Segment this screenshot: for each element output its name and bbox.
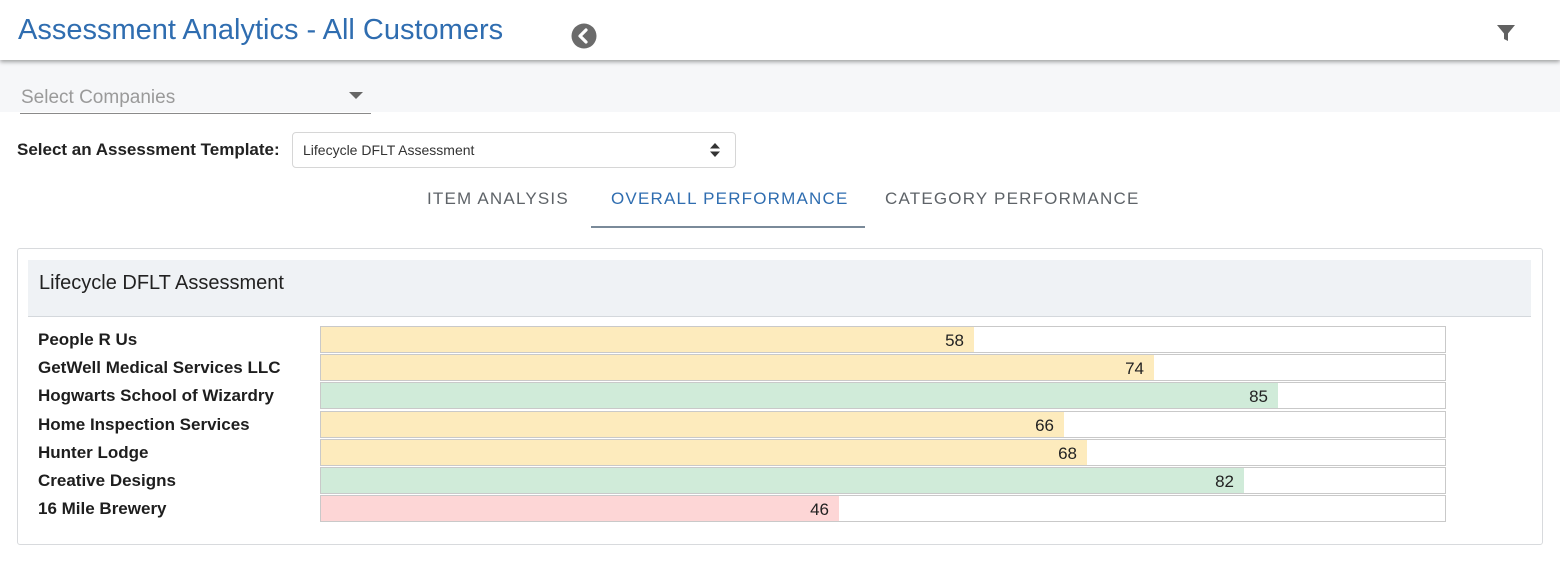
tab-category-performance[interactable]: CATEGORY PERFORMANCE bbox=[885, 189, 1140, 208]
bar bbox=[321, 383, 1278, 408]
bar-label: People R Us bbox=[38, 330, 138, 349]
bar-track: 85 bbox=[320, 382, 1446, 409]
bar bbox=[321, 327, 974, 352]
active-tab-indicator bbox=[591, 226, 865, 228]
filter-icon[interactable] bbox=[1496, 23, 1516, 43]
bar bbox=[321, 496, 839, 521]
bar-label: Hogwarts School of Wizardry bbox=[38, 386, 274, 405]
template-select-label: Select an Assessment Template: bbox=[17, 140, 280, 159]
bar-label: Home Inspection Services bbox=[38, 415, 250, 434]
bar-value-label: 68 bbox=[1058, 444, 1077, 463]
card-header: Lifecycle DFLT Assessment bbox=[28, 260, 1531, 317]
bar-label: Creative Designs bbox=[38, 471, 176, 490]
bar-track: 74 bbox=[320, 354, 1446, 381]
bar-label: Hunter Lodge bbox=[38, 443, 149, 462]
page-title: Assessment Analytics - All Customers bbox=[18, 14, 504, 46]
bar bbox=[321, 412, 1064, 437]
caret-down-icon bbox=[349, 92, 363, 99]
bar-track: 66 bbox=[320, 411, 1446, 438]
bar-value-label: 66 bbox=[1035, 416, 1054, 435]
bar bbox=[321, 468, 1244, 493]
bar-track: 46 bbox=[320, 495, 1446, 522]
bar-track: 58 bbox=[320, 326, 1446, 353]
bar-value-label: 46 bbox=[810, 500, 829, 519]
app-header: Assessment Analytics - All Customers bbox=[0, 0, 1560, 60]
bar-label: 16 Mile Brewery bbox=[38, 499, 167, 518]
card-title: Lifecycle DFLT Assessment bbox=[39, 272, 284, 294]
tab-overall-performance[interactable]: OVERALL PERFORMANCE bbox=[611, 189, 849, 208]
bar-track: 82 bbox=[320, 467, 1446, 494]
company-filter-bar: Select Companies bbox=[0, 60, 1560, 114]
bar-value-label: 85 bbox=[1249, 387, 1268, 406]
template-selected-value: Lifecycle DFLT Assessment bbox=[303, 142, 475, 158]
circle-chevron-left-icon[interactable] bbox=[571, 23, 597, 49]
select-companies-dropdown[interactable]: Select Companies bbox=[20, 84, 371, 114]
select-companies-placeholder: Select Companies bbox=[21, 87, 176, 108]
tab-item-analysis[interactable]: ITEM ANALYSIS bbox=[427, 189, 569, 208]
assessment-template-select[interactable]: Lifecycle DFLT Assessment bbox=[292, 132, 736, 168]
bar-label: GetWell Medical Services LLC bbox=[38, 358, 281, 377]
bar bbox=[321, 355, 1154, 380]
sort-arrows-icon bbox=[710, 143, 720, 157]
bar-value-label: 82 bbox=[1215, 472, 1234, 491]
bar-value-label: 58 bbox=[945, 331, 964, 350]
bar-track: 68 bbox=[320, 439, 1446, 466]
bar bbox=[321, 440, 1087, 465]
bar-value-label: 74 bbox=[1125, 359, 1144, 378]
